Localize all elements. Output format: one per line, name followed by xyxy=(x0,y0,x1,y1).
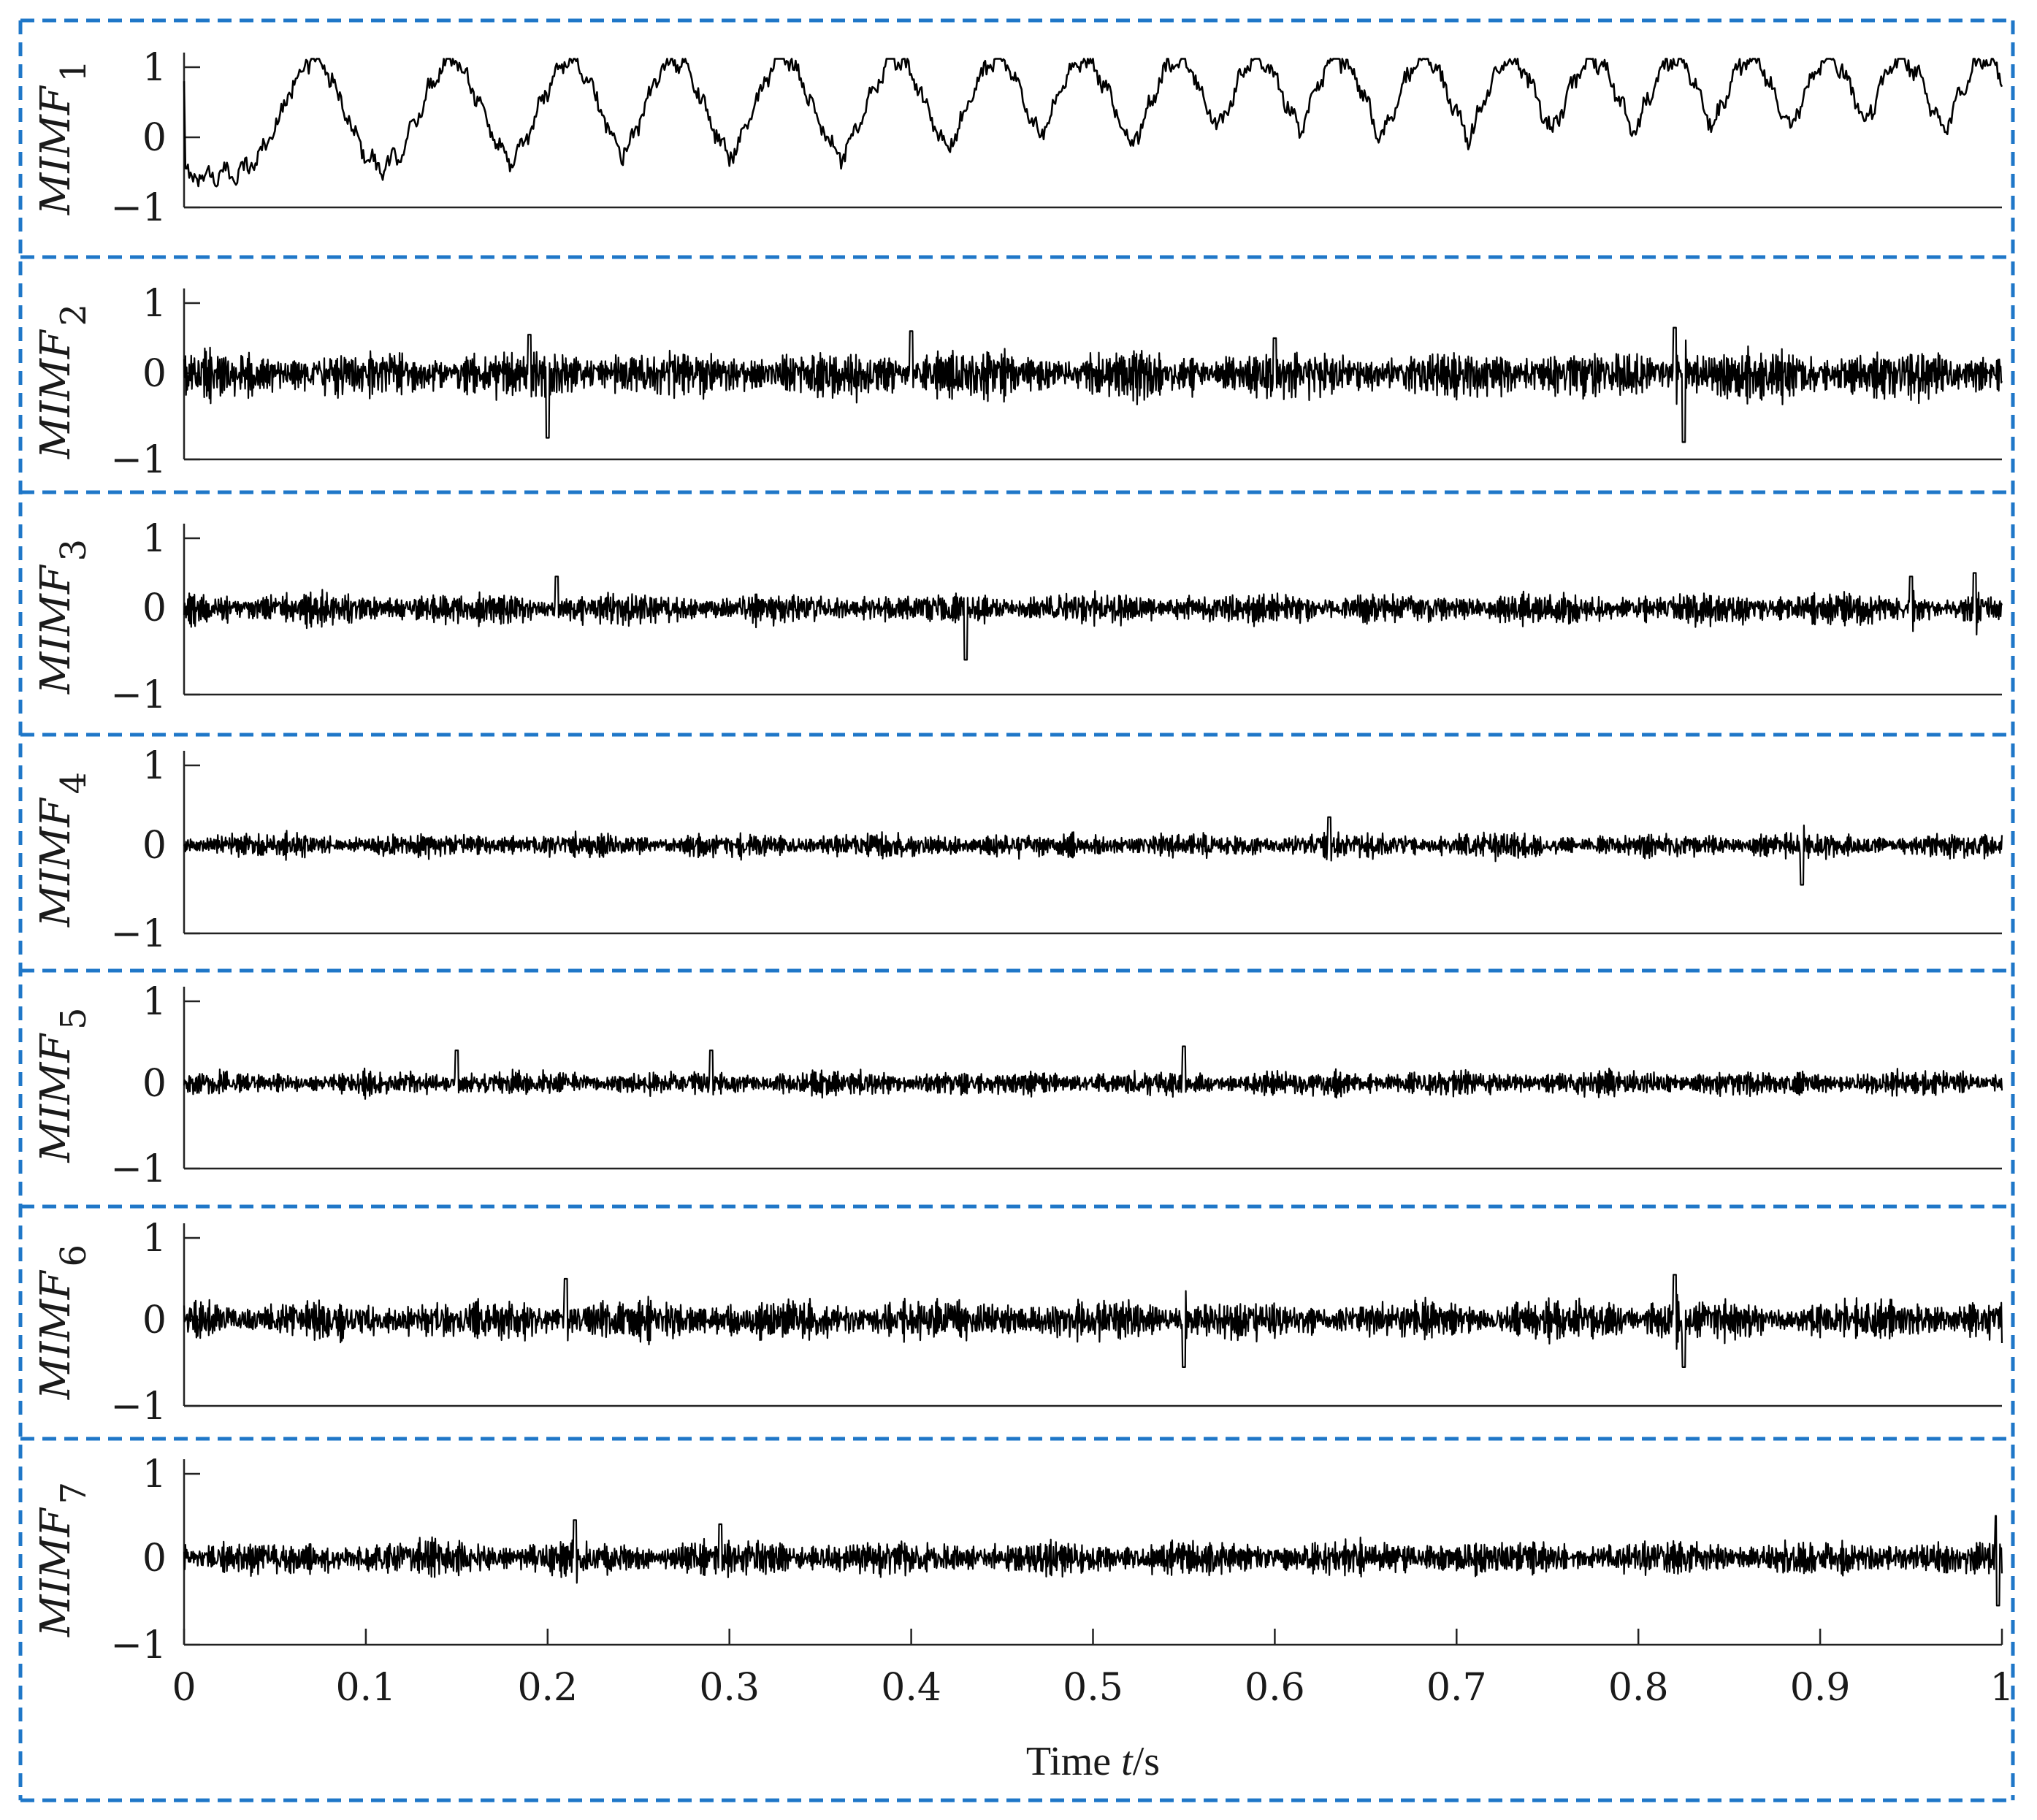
y-tick-label: 0 xyxy=(142,1299,167,1342)
panel-mimf-4: −1 0 1 MIMF4 xyxy=(32,744,2003,956)
y-tick-label: −1 xyxy=(110,438,167,482)
signal-line-mimf-2 xyxy=(183,326,2003,443)
panel-mimf-1: −1 0 1 MIMF1 xyxy=(32,46,2003,230)
x-tick-label: 0 xyxy=(172,1666,196,1710)
signal-line-mimf-3 xyxy=(183,572,2003,661)
x-tick-label: 0.6 xyxy=(1245,1666,1305,1710)
y-tick-label: 1 xyxy=(142,744,167,788)
y-tick-label: 0 xyxy=(142,1537,167,1580)
panel-mimf-3: −1 0 1 MIMF3 xyxy=(32,517,2003,717)
x-tick-label: 0.5 xyxy=(1063,1666,1123,1710)
panel-mimf-6: −1 0 1 MIMF6 xyxy=(32,1217,2003,1429)
y-tick-label: 0 xyxy=(142,824,167,868)
y-tick-label: 1 xyxy=(142,1217,167,1261)
y-tick-label: 1 xyxy=(142,980,167,1024)
y-tick-label: −1 xyxy=(110,912,167,956)
x-tick-label: 0.1 xyxy=(336,1666,397,1710)
panel-mimf-7: −1 0 1 MIMF7 xyxy=(32,1453,2003,1667)
shared-time-axis: 0 0.1 0.2 0.3 0.4 0.5 0.6 0.7 0.8 0.9 1 Time t/s xyxy=(172,1629,2014,1784)
x-tick-label: 0.7 xyxy=(1426,1666,1487,1710)
y-tick-label: −1 xyxy=(110,1147,167,1191)
y-axis-label: MIMF6 xyxy=(32,1244,94,1400)
y-tick-label: −1 xyxy=(110,186,167,230)
signal-line-mimf-4 xyxy=(183,816,2003,886)
panel-mimf-5: −1 0 1 MIMF5 xyxy=(32,980,2003,1191)
y-axis-label: MIMF1 xyxy=(32,60,94,215)
y-tick-label: 0 xyxy=(142,352,167,396)
y-tick-label: −1 xyxy=(110,1624,167,1667)
signal-line-mimf-5 xyxy=(183,1045,2003,1100)
y-axis-label: MIMF4 xyxy=(32,772,94,928)
y-tick-label: 0 xyxy=(142,116,167,160)
x-tick-label: 0.2 xyxy=(517,1666,578,1710)
y-axis-label: MIMF3 xyxy=(32,539,94,695)
x-axis-label: Time t/s xyxy=(1026,1739,1160,1784)
y-tick-label: 1 xyxy=(142,1453,167,1496)
signal-line-mimf-1 xyxy=(183,58,2003,188)
y-tick-label: 1 xyxy=(142,517,167,561)
y-axis-label: MIMF7 xyxy=(32,1482,94,1637)
x-tick-label: 0.9 xyxy=(1790,1666,1851,1710)
signal-line-mimf-6 xyxy=(183,1274,2003,1368)
y-tick-label: −1 xyxy=(110,673,167,717)
y-tick-label: 0 xyxy=(142,1062,167,1106)
y-tick-label: 0 xyxy=(142,586,167,630)
signal-line-mimf-7 xyxy=(183,1515,2003,1607)
y-axis-label: MIMF5 xyxy=(32,1007,94,1163)
panel-mimf-2: −1 0 1 MIMF2 xyxy=(32,282,2003,482)
x-tick-label: 0.4 xyxy=(881,1666,941,1710)
y-tick-label: 1 xyxy=(142,282,167,326)
y-tick-label: −1 xyxy=(110,1385,167,1429)
x-tick-label: 0.3 xyxy=(699,1666,760,1710)
x-tick-label: 1 xyxy=(1990,1666,2014,1710)
y-tick-label: 1 xyxy=(142,46,167,90)
dashed-panel-frames xyxy=(18,18,2015,1802)
x-tick-label: 0.8 xyxy=(1608,1666,1669,1710)
signal-panels: −1 0 1 MIMF1 −1 0 1 MIMF2 −1 0 1 MIMF3 −1 0 1 MIMF4 −1 0 1… xyxy=(32,46,2003,1667)
y-axis-label: MIMF2 xyxy=(32,304,94,459)
